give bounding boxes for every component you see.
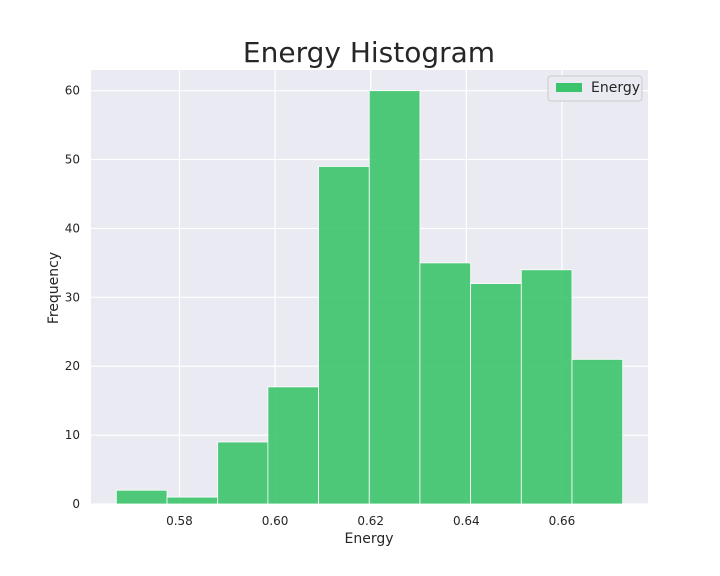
- histogram-bar: [267, 386, 319, 505]
- y-tick-label: 50: [65, 153, 80, 167]
- histogram-bar: [520, 269, 573, 505]
- chart-title: Energy Histogram: [243, 36, 495, 69]
- legend-frame: [547, 75, 643, 102]
- histogram-bar: [470, 283, 522, 505]
- x-axis-label: Energy: [344, 531, 393, 547]
- histogram-bar: [318, 166, 370, 505]
- y-tick-label: 0: [72, 497, 80, 511]
- y-tick-label: 30: [65, 290, 80, 304]
- y-tick-label: 60: [65, 84, 80, 98]
- histogram-bar: [419, 262, 472, 505]
- legend-label: Energy: [591, 80, 640, 96]
- histogram-bars: [115, 90, 624, 505]
- histogram-bar: [115, 489, 168, 505]
- histogram-bar: [217, 441, 269, 505]
- x-tick-label: 0.60: [262, 514, 289, 528]
- x-tick-label: 0.64: [453, 514, 480, 528]
- y-tick-label: 40: [65, 221, 80, 235]
- x-tick-label: 0.62: [357, 514, 384, 528]
- histogram-bar: [368, 90, 421, 505]
- histogram-bar: [571, 358, 624, 505]
- x-axis-ticks: 0.58 0.60 0.62 0.64 0.66: [166, 514, 575, 528]
- y-tick-label: 10: [65, 428, 80, 442]
- histogram-bar: [166, 496, 219, 505]
- x-tick-label: 0.66: [549, 514, 576, 528]
- legend: Energy: [547, 75, 643, 102]
- y-axis-ticks: 0 10 20 30 40 50 60: [65, 84, 80, 511]
- x-tick-label: 0.58: [166, 514, 193, 528]
- y-axis-label: Frequency: [46, 252, 62, 324]
- y-tick-label: 20: [65, 359, 80, 373]
- legend-swatch: [556, 83, 582, 92]
